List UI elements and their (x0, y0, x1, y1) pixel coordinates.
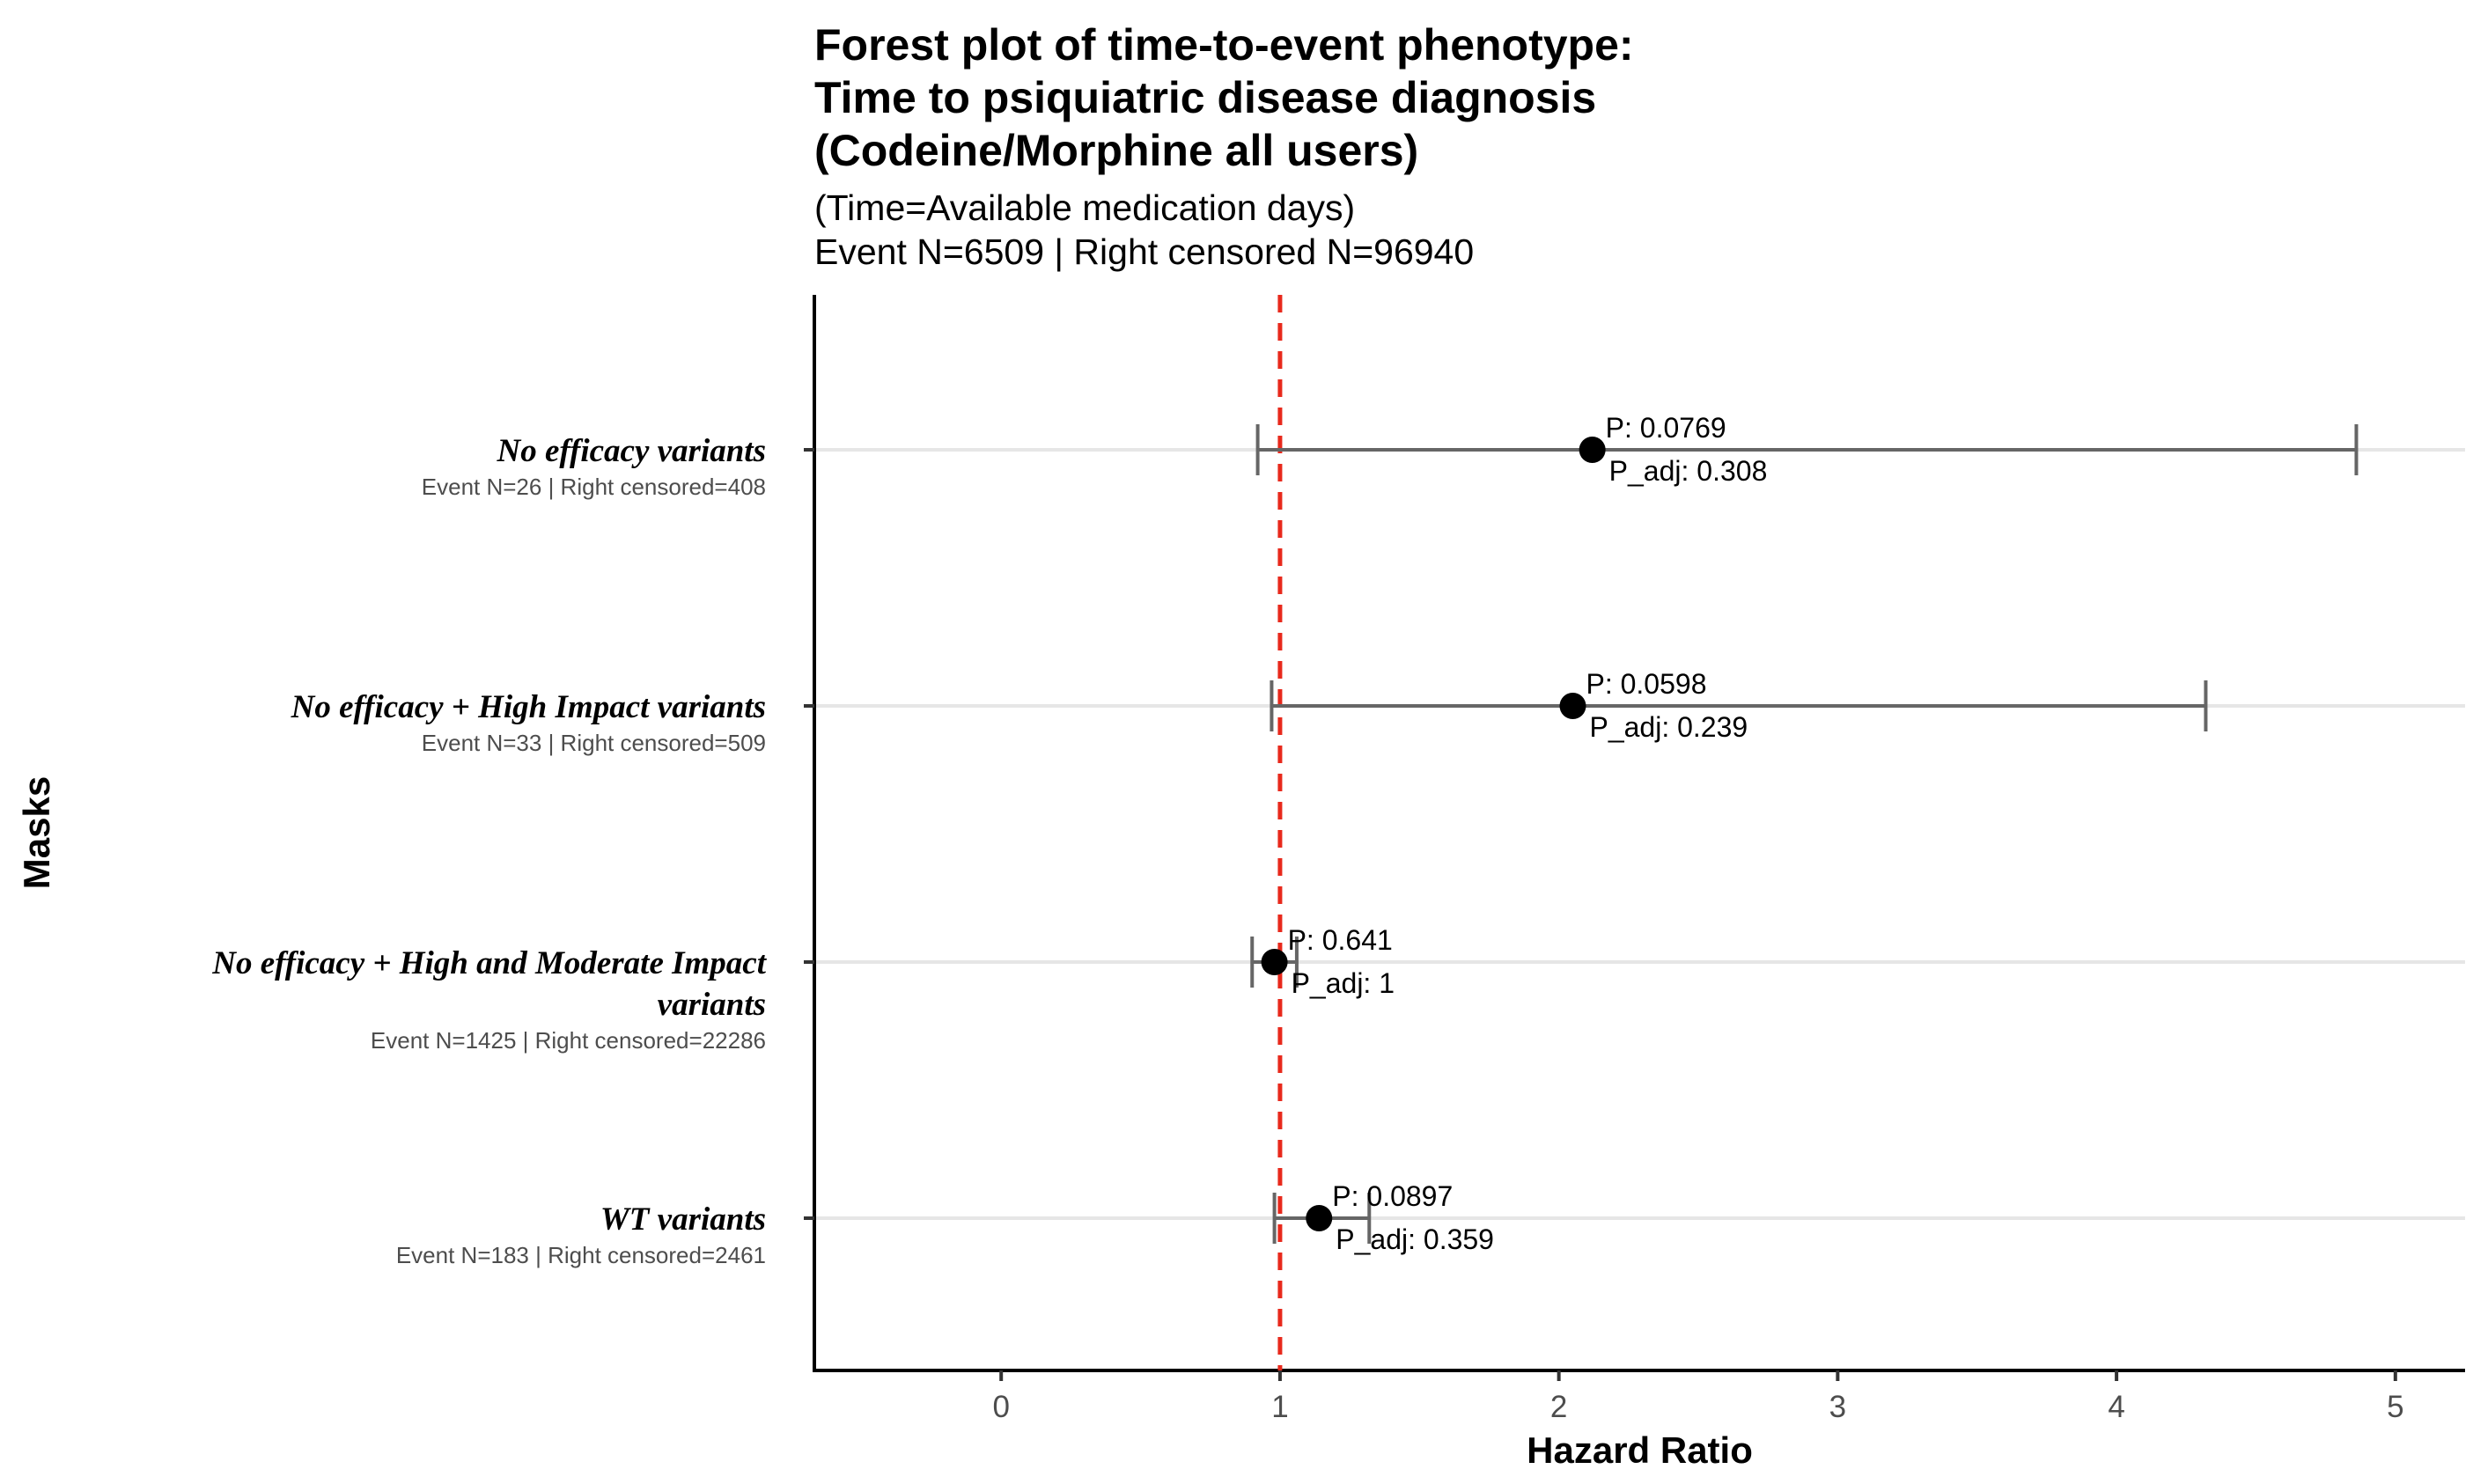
mask-label-line: No efficacy variants (496, 433, 766, 469)
mask-sublabel: Event N=26 | Right censored=408 (422, 474, 766, 500)
hazard-ratio-point (1261, 949, 1288, 975)
mask-label-line: variants (658, 987, 766, 1023)
chart-title-line: (Codeine/Morphine all users) (814, 126, 1418, 175)
mask-sublabel: Event N=183 | Right censored=2461 (396, 1242, 766, 1268)
hazard-ratio-point (1579, 437, 1606, 463)
chart-title-line: Time to psiquiatric disease diagnosis (814, 73, 1596, 122)
chart-title-line: Forest plot of time-to-event phenotype: (814, 20, 1634, 70)
p-value-label: P: 0.641 (1288, 924, 1393, 956)
chart-subtitle-line: (Time=Available medication days) (814, 187, 1355, 228)
p-adj-label: P_adj: 0.308 (1609, 455, 1768, 487)
p-value-label: P: 0.0897 (1332, 1180, 1453, 1212)
mask-sublabel: Event N=1425 | Right censored=22286 (371, 1027, 766, 1054)
p-value-label: P: 0.0769 (1606, 412, 1726, 444)
hazard-ratio-point (1559, 693, 1586, 719)
x-tick-label: 3 (1829, 1390, 1846, 1424)
p-adj-label: P_adj: 0.239 (1589, 711, 1748, 743)
chart-subtitle-line: Event N=6509 | Right censored N=96940 (814, 231, 1474, 272)
chart-marks: P: 0.0769 P_adj: 0.308 P: 0.0598 P_adj: 0.2… (1250, 412, 2359, 1255)
p-adj-label: P_adj: 0.359 (1336, 1223, 1494, 1255)
axes: 0 1 2 3 4 5 Hazard Ratio Masks (16, 295, 2465, 1471)
x-axis-title: Hazard Ratio (1527, 1429, 1753, 1471)
p-value-label: P: 0.0598 (1586, 668, 1706, 700)
mask-label-line: No efficacy + High and Moderate Impact (211, 945, 767, 981)
x-tick-label: 4 (2108, 1390, 2124, 1424)
x-tick-label: 2 (1550, 1390, 1567, 1424)
chart-title-block: Forest plot of time-to-event phenotype:T… (814, 20, 1634, 272)
mask-label-line: WT variants (600, 1201, 766, 1238)
mask-label-line: No efficacy + High Impact variants (291, 689, 766, 725)
x-tick-label: 0 (992, 1390, 1009, 1424)
hazard-ratio-point (1306, 1205, 1333, 1231)
y-axis-title: Masks (16, 776, 57, 889)
p-adj-label: P_adj: 1 (1292, 967, 1395, 999)
row-labels: No efficacy variants Event N=26 | Right c… (211, 433, 767, 1268)
mask-sublabel: Event N=33 | Right censored=509 (422, 730, 766, 756)
grid-lines (814, 448, 2465, 1220)
x-tick-label: 1 (1271, 1390, 1288, 1424)
x-tick-label: 5 (2387, 1390, 2403, 1424)
